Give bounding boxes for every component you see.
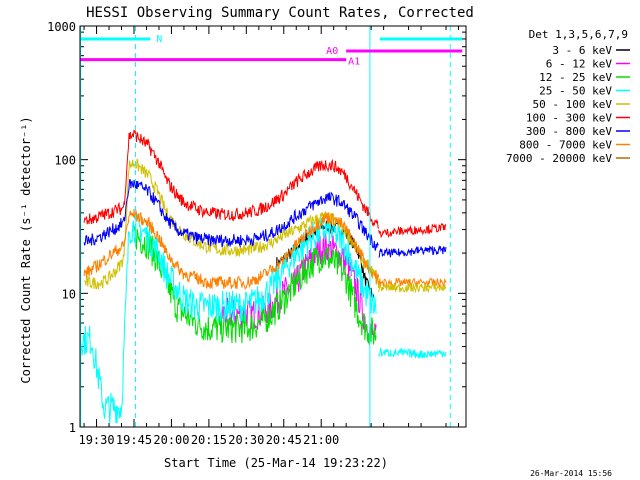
series-line [83,208,380,291]
x-tick-label: 20:45 [266,433,302,447]
flag-label-a1: A1 [348,57,360,68]
y-tick-label: 100 [54,154,76,168]
legend-label: 12 - 25 keV [539,71,612,84]
legend-label: 100 - 300 keV [526,112,612,125]
late-series-line [378,222,447,239]
legend-label: 300 - 800 keV [526,125,612,138]
series-line [83,129,380,229]
plot-layer: 19:30 19:45 20:00 20:15 20:30 20:45 21:00 1 10 10… [47,20,466,447]
x-tick-label: 20:30 [228,433,264,447]
late-series-line [378,277,447,289]
plot-frame [79,25,467,428]
y-tick-label: 10 [62,287,76,301]
series-line [83,179,379,251]
legend-title: Det 1,3,5,6,7,9 [529,28,628,41]
late-series-line [378,281,447,294]
series-line [79,211,377,424]
x-axis-label: Start Time (25-Mar-14 19:23:22) [164,456,388,470]
flag-label-a0: A0 [326,46,338,57]
legend-label: 50 - 100 keV [533,98,613,111]
x-tick-label: 19:45 [116,433,152,447]
x-tick-label: 19:30 [78,433,114,447]
y-tick-label: 1 [69,421,76,435]
legend-label: 25 - 50 keV [539,85,612,98]
x-tick-label: 20:00 [153,433,189,447]
series-line [220,233,377,344]
timestamp: 26-Mar-2014 15:56 [530,469,612,478]
legend-label: 6 - 12 keV [546,58,613,71]
legend-label: 7000 - 20000 keV [506,152,612,165]
late-series-line [378,346,447,359]
x-tick-label: 21:00 [303,433,339,447]
late-series-line [378,244,447,258]
legend-label: 800 - 7000 keV [519,139,612,152]
x-tick-label: 20:15 [191,433,227,447]
y-axis-label: Corrected Count Rate (s⁻¹ detector⁻¹) [19,116,33,383]
flag-label-n: N [156,34,162,45]
legend-label: 3 - 6 keV [552,44,612,57]
y-tick-label: 1000 [47,20,76,34]
chart-title: HESSI Observing Summary Count Rates, Cor… [86,5,474,21]
